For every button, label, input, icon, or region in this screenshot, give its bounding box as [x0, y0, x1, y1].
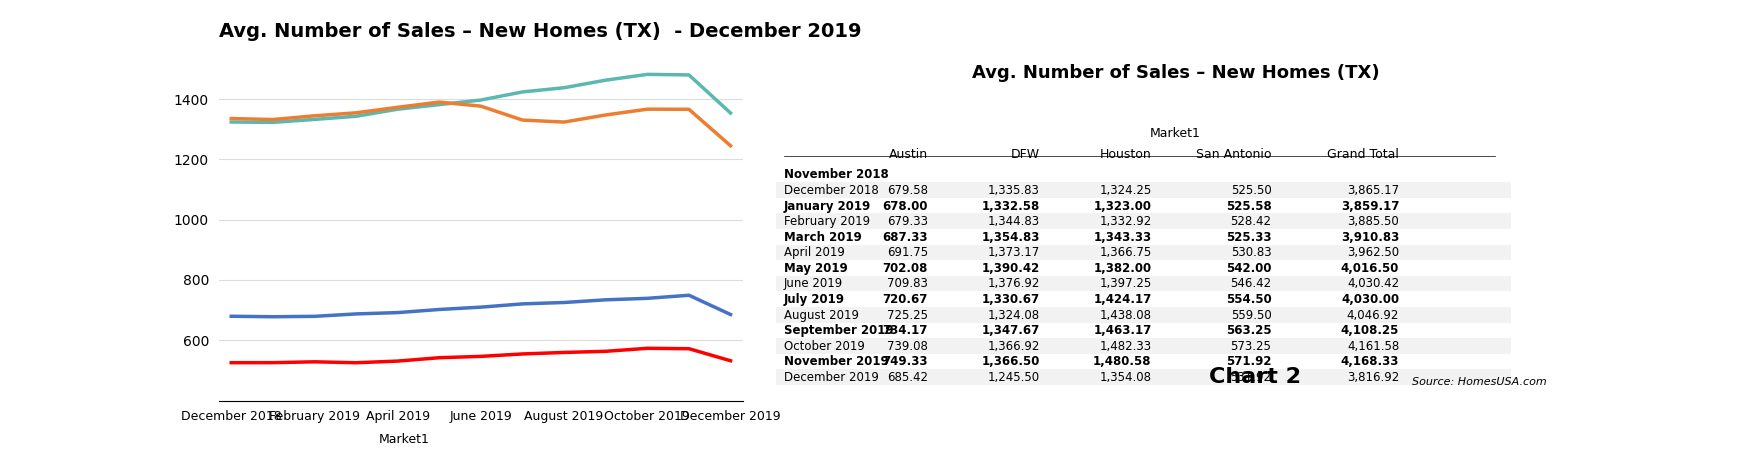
Text: 702.08: 702.08 [882, 262, 928, 275]
Text: 1,438.08: 1,438.08 [1099, 309, 1152, 322]
Text: 4,046.92: 4,046.92 [1348, 309, 1400, 322]
FancyBboxPatch shape [775, 369, 1510, 385]
Text: Houston: Houston [1099, 148, 1152, 161]
FancyBboxPatch shape [775, 245, 1510, 260]
Text: 1,344.83: 1,344.83 [987, 215, 1040, 228]
Text: 685.42: 685.42 [887, 371, 928, 384]
Text: 1,330.67: 1,330.67 [982, 293, 1040, 306]
Text: 546.42: 546.42 [1230, 278, 1272, 291]
Text: June 2019: June 2019 [784, 278, 844, 291]
Text: Austin: Austin [889, 148, 928, 161]
Text: 687.33: 687.33 [882, 231, 928, 244]
Text: 1,482.33: 1,482.33 [1099, 340, 1152, 353]
Text: November 2018: November 2018 [784, 168, 889, 181]
FancyBboxPatch shape [775, 338, 1510, 354]
Text: 571.92: 571.92 [1227, 356, 1272, 369]
Text: 1,373.17: 1,373.17 [987, 246, 1040, 259]
Text: 1,332.58: 1,332.58 [982, 199, 1040, 212]
Text: 739.08: 739.08 [887, 340, 928, 353]
Text: 3,885.50: 3,885.50 [1348, 215, 1400, 228]
Text: 4,161.58: 4,161.58 [1348, 340, 1400, 353]
Text: 679.33: 679.33 [887, 215, 928, 228]
Text: 1,335.83: 1,335.83 [987, 184, 1040, 197]
Text: May 2019: May 2019 [784, 262, 847, 275]
Text: 525.58: 525.58 [1225, 199, 1272, 212]
Text: November 2019: November 2019 [784, 356, 889, 369]
Text: 1,463.17: 1,463.17 [1094, 324, 1152, 337]
Text: December 2019: December 2019 [784, 371, 878, 384]
Text: 749.33: 749.33 [882, 356, 928, 369]
Text: April 2019: April 2019 [784, 246, 845, 259]
Text: 1,324.25: 1,324.25 [1099, 184, 1152, 197]
Text: 528.42: 528.42 [1230, 215, 1272, 228]
Text: August 2019: August 2019 [784, 309, 859, 322]
Text: 530.83: 530.83 [1230, 246, 1272, 259]
Text: Market1: Market1 [1150, 127, 1200, 140]
Text: 554.50: 554.50 [1225, 293, 1272, 306]
Text: Avg. Number of Sales – New Homes (TX): Avg. Number of Sales – New Homes (TX) [971, 64, 1379, 82]
Text: December 2018: December 2018 [784, 184, 878, 197]
Text: 563.25: 563.25 [1225, 324, 1272, 337]
Text: 4,108.25: 4,108.25 [1340, 324, 1400, 337]
Text: 531.92: 531.92 [1230, 371, 1272, 384]
Text: 691.75: 691.75 [887, 246, 928, 259]
Text: DFW: DFW [1010, 148, 1040, 161]
Text: 1,343.33: 1,343.33 [1094, 231, 1152, 244]
Text: 3,910.83: 3,910.83 [1340, 231, 1400, 244]
Text: 573.25: 573.25 [1230, 340, 1272, 353]
Text: 678.00: 678.00 [882, 199, 928, 212]
FancyBboxPatch shape [775, 213, 1510, 229]
Text: 734.17: 734.17 [882, 324, 928, 337]
Legend: Austin, DFW, Houston, San Antonio: Austin, DFW, Houston, San Antonio [226, 428, 583, 450]
Text: 4,030.00: 4,030.00 [1340, 293, 1400, 306]
FancyBboxPatch shape [775, 307, 1510, 323]
Text: 3,859.17: 3,859.17 [1340, 199, 1400, 212]
FancyBboxPatch shape [775, 276, 1510, 291]
Text: July 2019: July 2019 [784, 293, 845, 306]
Text: 1,376.92: 1,376.92 [987, 278, 1040, 291]
Text: 1,480.58: 1,480.58 [1094, 356, 1152, 369]
Text: January 2019: January 2019 [784, 199, 872, 212]
Text: 525.33: 525.33 [1227, 231, 1272, 244]
Text: 4,168.33: 4,168.33 [1340, 356, 1400, 369]
Text: March 2019: March 2019 [784, 231, 861, 244]
Text: September 2019: September 2019 [784, 324, 894, 337]
Text: 1,390.42: 1,390.42 [982, 262, 1040, 275]
Text: 525.50: 525.50 [1230, 184, 1272, 197]
Text: 3,865.17: 3,865.17 [1348, 184, 1400, 197]
Text: 679.58: 679.58 [887, 184, 928, 197]
Text: 1,354.83: 1,354.83 [982, 231, 1040, 244]
Text: 709.83: 709.83 [887, 278, 928, 291]
Text: 1,366.75: 1,366.75 [1099, 246, 1152, 259]
Text: 1,332.92: 1,332.92 [1099, 215, 1152, 228]
Text: October 2019: October 2019 [784, 340, 864, 353]
Text: 1,366.92: 1,366.92 [987, 340, 1040, 353]
Text: 1,347.67: 1,347.67 [982, 324, 1040, 337]
Text: Chart 2: Chart 2 [1209, 367, 1302, 387]
Text: 3,962.50: 3,962.50 [1348, 246, 1400, 259]
Text: February 2019: February 2019 [784, 215, 870, 228]
Text: Avg. Number of Sales – New Homes (TX)  - December 2019: Avg. Number of Sales – New Homes (TX) - … [219, 22, 861, 41]
Text: 559.50: 559.50 [1230, 309, 1272, 322]
Text: 1,397.25: 1,397.25 [1099, 278, 1152, 291]
Text: 4,016.50: 4,016.50 [1340, 262, 1400, 275]
Text: 1,424.17: 1,424.17 [1094, 293, 1152, 306]
Text: San Antonio: San Antonio [1195, 148, 1272, 161]
Text: 4,030.42: 4,030.42 [1348, 278, 1400, 291]
Text: 1,366.50: 1,366.50 [982, 356, 1040, 369]
Text: 542.00: 542.00 [1227, 262, 1272, 275]
Text: 3,816.92: 3,816.92 [1348, 371, 1400, 384]
Text: 1,245.50: 1,245.50 [987, 371, 1040, 384]
Text: 1,354.08: 1,354.08 [1099, 371, 1152, 384]
Text: Source: HomesUSA.com: Source: HomesUSA.com [1412, 377, 1547, 387]
FancyBboxPatch shape [775, 182, 1510, 198]
Text: 720.67: 720.67 [882, 293, 928, 306]
Text: 1,324.08: 1,324.08 [987, 309, 1040, 322]
Text: 1,382.00: 1,382.00 [1094, 262, 1152, 275]
Text: 1,323.00: 1,323.00 [1094, 199, 1152, 212]
Text: Grand Total: Grand Total [1326, 148, 1400, 161]
Text: 725.25: 725.25 [887, 309, 928, 322]
